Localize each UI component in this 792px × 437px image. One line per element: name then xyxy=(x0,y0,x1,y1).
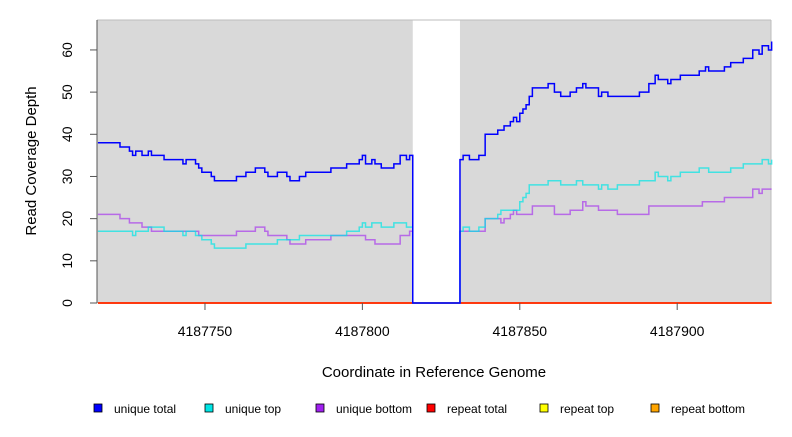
legend-swatch xyxy=(204,403,214,413)
legend-swatch xyxy=(93,403,103,413)
legend-label: repeat total xyxy=(447,402,507,416)
legend-label: unique total xyxy=(114,402,176,416)
y-tick-label: 60 xyxy=(59,42,75,58)
legend-label: repeat top xyxy=(560,402,614,416)
legend-label: unique bottom xyxy=(336,402,412,416)
x-tick-label: 4187850 xyxy=(493,323,548,339)
y-axis: 0 10 20 30 40 50 60 xyxy=(59,42,97,307)
legend-item-repeat-top: repeat top xyxy=(539,402,614,416)
legend-swatch xyxy=(315,403,325,413)
x-tick-label: 4187800 xyxy=(335,323,390,339)
legend-item-unique-bottom: unique bottom xyxy=(315,402,412,416)
y-tick-label: 50 xyxy=(59,84,75,100)
legend: unique total unique top unique bottom repea… xyxy=(93,402,745,416)
legend-swatch xyxy=(539,403,549,413)
legend-item-repeat-bottom: repeat bottom xyxy=(650,402,745,416)
no-coverage-region xyxy=(412,20,460,303)
legend-item-repeat-total: repeat total xyxy=(426,402,507,416)
legend-item-unique-total: unique total xyxy=(93,402,176,416)
series-line-unique-total xyxy=(97,41,773,304)
x-tick-label: 4187750 xyxy=(178,323,233,339)
legend-label: repeat bottom xyxy=(671,402,745,416)
legend-item-unique-top: unique top xyxy=(204,402,281,416)
y-tick-label: 30 xyxy=(59,168,75,184)
y-axis-title: Read Coverage Depth xyxy=(23,86,40,235)
y-tick-label: 0 xyxy=(59,299,75,307)
y-tick-label: 20 xyxy=(59,211,75,227)
y-tick-label: 10 xyxy=(59,253,75,269)
y-tick-label: 40 xyxy=(59,126,75,142)
x-axis-title: Coordinate in Reference Genome xyxy=(322,364,546,381)
x-tick-label: 4187900 xyxy=(650,323,705,339)
series-layer xyxy=(97,41,773,304)
legend-label: unique top xyxy=(225,402,281,416)
x-axis: 4187750 4187800 4187850 4187900 xyxy=(178,303,705,339)
legend-swatch xyxy=(426,403,436,413)
legend-swatch xyxy=(650,403,660,413)
series-line-unique-top xyxy=(97,158,773,304)
